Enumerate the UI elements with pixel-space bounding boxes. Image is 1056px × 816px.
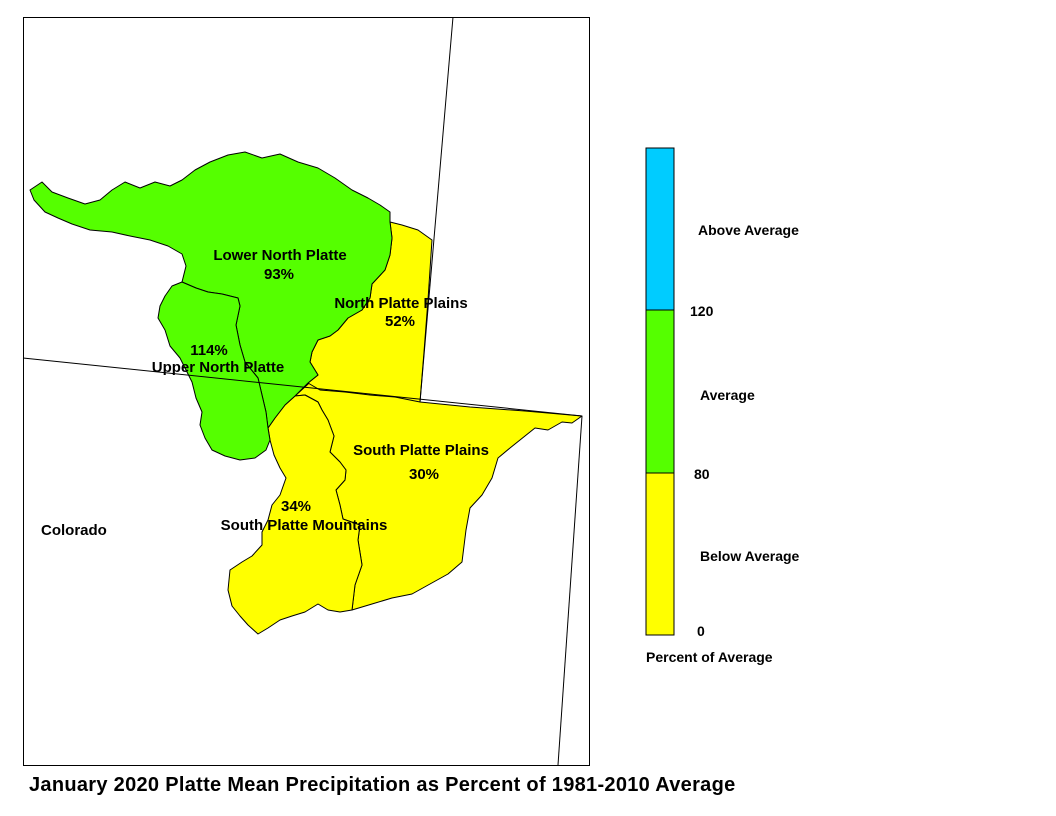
basin-labels: Lower North Platte 93% North Platte Plai…	[41, 247, 489, 539]
state-boundaries	[22, 16, 583, 766]
boundary-co-ne-east	[557, 415, 583, 766]
basin-label-south-platte-plains-name: South Platte Plains	[353, 442, 489, 459]
basin-label-south-platte-mountains-value: 34%	[281, 498, 311, 515]
basin-label-lower-north-platte-value: 93%	[264, 266, 294, 283]
state-label-colorado: Colorado	[41, 522, 107, 539]
basin-south-platte-mountains[interactable]	[227, 394, 363, 635]
legend-label-above-average: Above Average	[698, 222, 799, 238]
legend-swatch-average	[645, 309, 675, 474]
basin-label-upper-north-platte-value: 114%	[190, 342, 228, 359]
legend-label-average: Average	[700, 387, 755, 403]
basin-label-lower-north-platte-name: Lower North Platte	[213, 247, 346, 264]
basin-label-upper-north-platte-name: Upper North Platte	[152, 359, 285, 376]
legend-break-0: 0	[697, 623, 705, 639]
legend-title: Percent of Average	[646, 649, 773, 665]
basins-layer	[29, 151, 583, 635]
basin-label-south-platte-mountains-name: South Platte Mountains	[221, 517, 388, 534]
legend-swatch-below-average	[645, 472, 675, 636]
basin-label-north-platte-plains-name: North Platte Plains	[334, 295, 467, 312]
legend-break-80: 80	[694, 466, 710, 482]
boundary-wy-co	[22, 357, 583, 417]
map-title: January 2020 Platte Mean Precipitation a…	[29, 774, 736, 796]
basin-lower-north-platte[interactable]	[29, 151, 393, 429]
legend-break-120: 120	[690, 303, 714, 319]
legend-swatch-above-average	[645, 147, 675, 311]
legend-label-below-average: Below Average	[700, 548, 800, 564]
basin-label-south-platte-plains-value: 30%	[409, 466, 439, 483]
basin-label-north-platte-plains-value: 52%	[385, 313, 415, 330]
basin-upper-north-platte[interactable]	[157, 281, 271, 461]
legend: Above Average Average Below Average 120 …	[645, 147, 800, 665]
boundary-wy-ne	[419, 16, 454, 403]
